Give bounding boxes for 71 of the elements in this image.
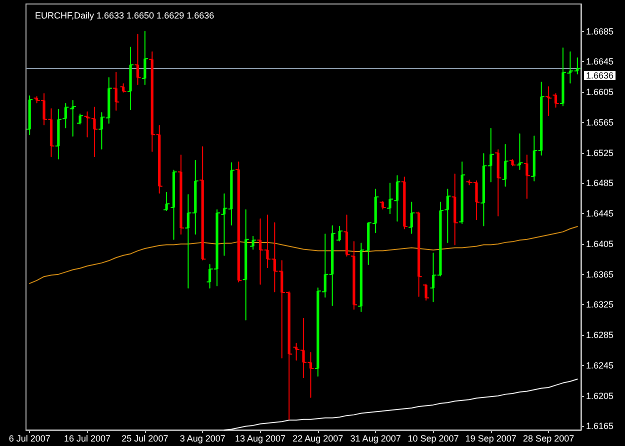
- candlestick: [422, 284, 430, 301]
- candlestick: [177, 154, 184, 235]
- ref-line-label: 1.6636: [586, 70, 614, 81]
- candlestick: [545, 86, 552, 116]
- y-tick-label: 1.6445: [586, 208, 614, 219]
- candlestick: [292, 342, 300, 361]
- candlestick: [408, 202, 416, 234]
- candlestick: [372, 188, 380, 234]
- candlestick: [199, 146, 206, 260]
- candlestick: [364, 222, 372, 265]
- candlestick: [394, 175, 401, 222]
- x-tick-label: 25 Jul 2007: [122, 434, 168, 444]
- x-tick-label: 22 Aug 2007: [292, 434, 344, 444]
- candlestick: [126, 46, 134, 110]
- candlestick: [54, 109, 62, 160]
- candlestick: [552, 93, 560, 108]
- candlestick: [235, 161, 242, 282]
- candlestick: [451, 174, 458, 246]
- candlestick: [379, 200, 386, 210]
- candlestick: [458, 161, 466, 224]
- y-tick-label: 1.6365: [586, 269, 614, 280]
- x-tick-label: 6 Jul 2007: [8, 434, 50, 444]
- candlestick: [62, 102, 70, 128]
- y-tick-label: 1.6165: [586, 421, 614, 432]
- x-tick-label: 31 Aug 2007: [350, 434, 401, 444]
- candlestick: [415, 212, 422, 297]
- y-tick-label: 1.6605: [586, 87, 614, 98]
- candlestick: [26, 95, 34, 136]
- x-tick-label: 19 Sep 2007: [465, 434, 516, 444]
- line-series: [224, 378, 578, 430]
- y-tick-label: 1.6685: [586, 26, 614, 36]
- y-tick-label: 1.6645: [586, 56, 614, 67]
- y-tick-label: 1.6565: [586, 117, 614, 128]
- candlestick: [516, 133, 524, 170]
- candlestick: [112, 72, 120, 111]
- y-tick-label: 1.6205: [586, 390, 614, 401]
- candlestick: [250, 236, 257, 250]
- candlestick: [105, 77, 112, 124]
- candlestick: [523, 154, 530, 199]
- y-tick-label: 1.6525: [586, 148, 614, 158]
- candlestick: [400, 176, 408, 230]
- y-tick-label: 1.6325: [586, 300, 614, 310]
- y-tick-label: 1.6245: [586, 360, 614, 370]
- x-tick-label: 13 Aug 2007: [234, 434, 286, 444]
- candlestick: [336, 226, 344, 242]
- candlestick: [69, 100, 76, 137]
- x-tick-label: 16 Jul 2007: [64, 434, 111, 444]
- y-tick-label: 1.6285: [586, 330, 614, 340]
- y-tick-label: 1.6485: [586, 178, 614, 188]
- candlestick: [509, 159, 516, 166]
- candlestick: [358, 242, 365, 312]
- x-tick-label: 10 Sep 2007: [408, 434, 459, 444]
- candlestick: [343, 214, 350, 257]
- candlestick: [163, 192, 170, 212]
- text: EURCHF,Daily 1.6633 1.6650 1.6629 1.6636: [35, 10, 214, 20]
- candlestick: [76, 114, 84, 124]
- x-tick-label: 28 Sep 2007: [523, 434, 574, 444]
- candlestick: [98, 112, 106, 150]
- candlestick: [386, 182, 394, 214]
- candlestick: [242, 209, 250, 320]
- y-tick-label: 1.6405: [586, 238, 614, 249]
- candlestick: [141, 30, 148, 85]
- candlestick: [170, 170, 178, 240]
- candlestick: [502, 144, 509, 187]
- candlestick: [120, 83, 127, 93]
- candlestick: [350, 241, 358, 310]
- candlestick: [314, 288, 322, 377]
- line-series: [29, 226, 578, 284]
- candlestick: [134, 34, 142, 85]
- x-tick-label: 3 Aug 2007: [180, 434, 226, 444]
- candlestick: [494, 149, 502, 216]
